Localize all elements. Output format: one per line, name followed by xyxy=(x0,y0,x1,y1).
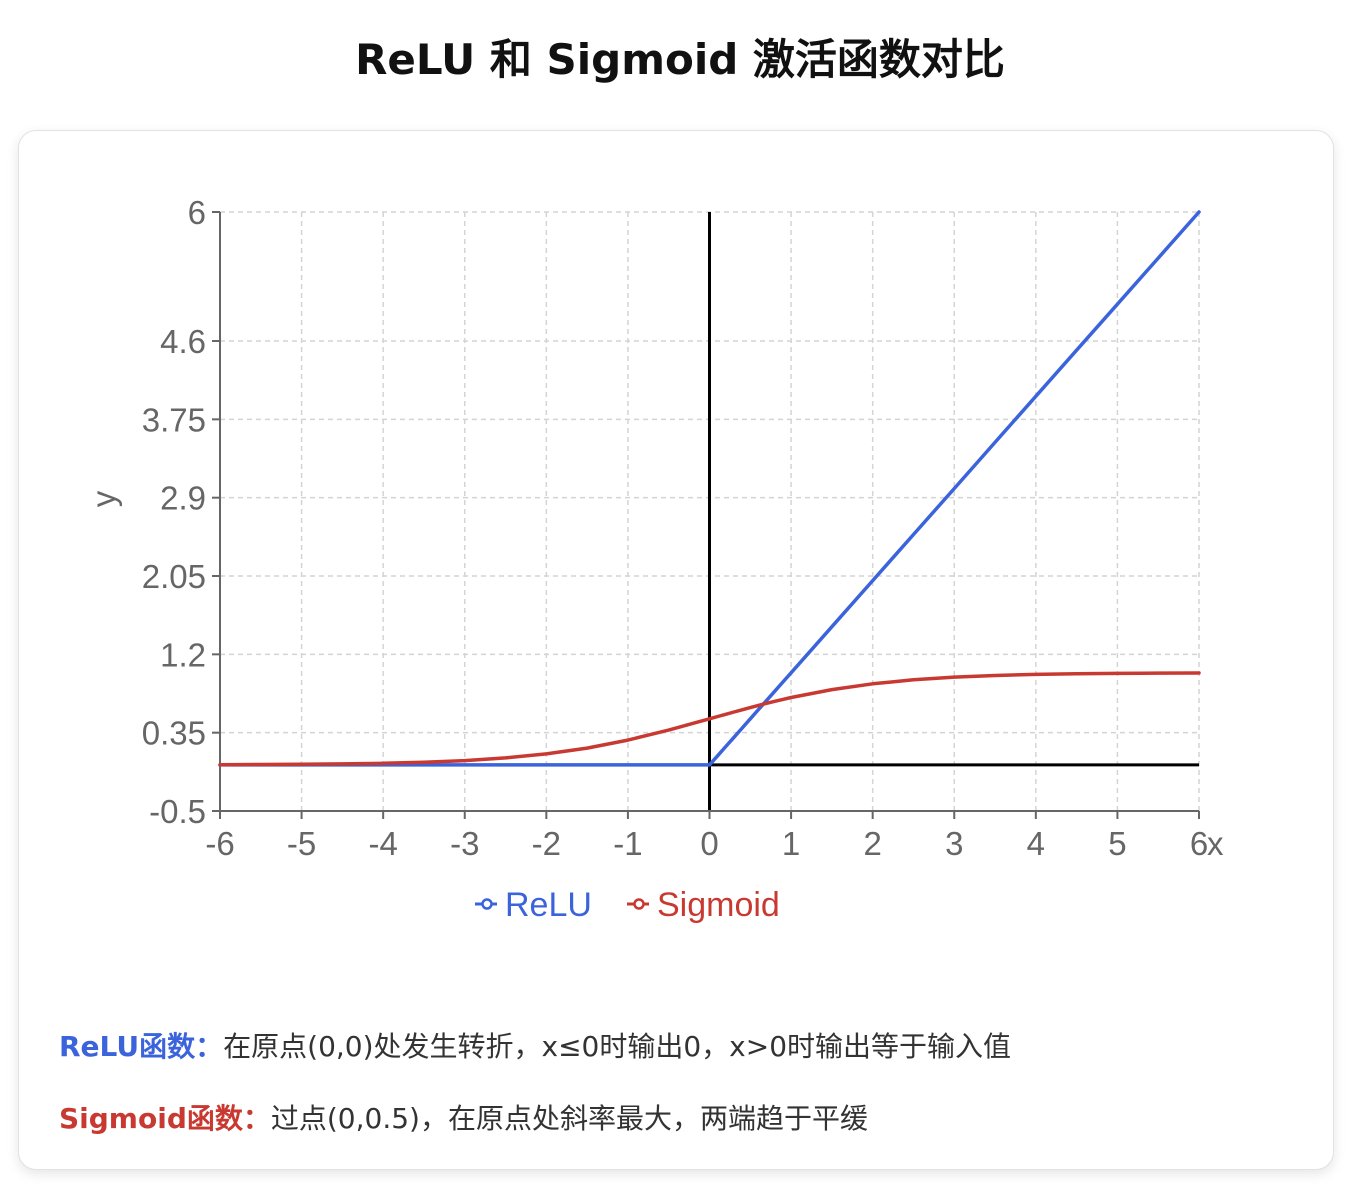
y-tick-label: 2.9 xyxy=(160,480,206,517)
x-tick-label: 1 xyxy=(782,825,800,862)
x-tick-label: -4 xyxy=(368,825,397,862)
y-tick-label: 2.05 xyxy=(142,558,206,595)
series-line-sigmoid xyxy=(218,671,1201,767)
x-tick-label: -1 xyxy=(613,825,642,862)
y-tick-label: 4.6 xyxy=(160,323,206,360)
series-line-relu xyxy=(218,210,1201,767)
note-relu: ReLU函数：在原点(0,0)处发生转折，x≤0时输出0，x>0时输出等于输入值 xyxy=(59,1011,1299,1083)
activation-chart: -6 -5 -4 -3 -2 -1 0 1 2 3 4 5 6 -0.5 0.35 1.2 2.05 2.9 3.7… xyxy=(85,194,1224,924)
chart-card: -6 -5 -4 -3 -2 -1 0 1 2 3 4 5 6 -0.5 0.35 1.2 2.05 2.9 3.7… xyxy=(18,130,1334,1170)
legend-item-sigmoid: Sigmoid xyxy=(627,886,780,924)
y-tick-label: -0.5 xyxy=(149,793,206,830)
y-axis-label: y xyxy=(85,490,122,507)
note-relu-label: ReLU函数： xyxy=(59,1030,224,1063)
x-tick-label: -5 xyxy=(287,825,316,862)
legend-label: ReLU xyxy=(505,886,592,924)
y-tick-label: 0.35 xyxy=(142,715,206,752)
legend-swatch-marker xyxy=(481,898,493,910)
x-tick-label: 3 xyxy=(945,825,963,862)
x-tick-label: 0 xyxy=(700,825,718,862)
note-relu-text: 在原点(0,0)处发生转折，x≤0时输出0，x>0时输出等于输入值 xyxy=(223,1030,1012,1063)
legend: ReLU Sigmoid xyxy=(475,886,780,924)
x-tick-label: -6 xyxy=(205,825,234,862)
y-tick-label: 3.75 xyxy=(142,401,206,438)
y-tick-label: 6 xyxy=(188,194,206,231)
legend-item-relu: ReLU xyxy=(475,886,592,924)
legend-label: Sigmoid xyxy=(657,886,780,924)
x-tick-label: 5 xyxy=(1108,825,1126,862)
x-tick-label: -3 xyxy=(450,825,479,862)
axis-layer: -6 -5 -4 -3 -2 -1 0 1 2 3 4 5 6 -0.5 0.35 1.2 2.05 2.9 3.7… xyxy=(85,194,1224,862)
note-sigmoid: Sigmoid函数：过点(0,0.5)，在原点处斜率最大，两端趋于平缓 xyxy=(59,1083,1299,1155)
series-layer xyxy=(218,210,1201,767)
notes: ReLU函数：在原点(0,0)处发生转折，x≤0时输出0，x>0时输出等于输入值… xyxy=(59,1011,1299,1155)
x-axis-label: x xyxy=(1207,825,1224,862)
x-tick-label: -2 xyxy=(532,825,561,862)
legend-swatch-marker xyxy=(633,898,645,910)
x-tick-label: 2 xyxy=(863,825,881,862)
note-sigmoid-text: 过点(0,0.5)，在原点处斜率最大，两端趋于平缓 xyxy=(270,1102,868,1135)
page-title: ReLU 和 Sigmoid 激活函数对比 xyxy=(355,35,1005,84)
x-tick-label: 4 xyxy=(1027,825,1045,862)
y-tick-label: 1.2 xyxy=(160,636,206,673)
note-sigmoid-label: Sigmoid函数： xyxy=(59,1102,271,1135)
x-tick-label: 6 xyxy=(1190,825,1208,862)
